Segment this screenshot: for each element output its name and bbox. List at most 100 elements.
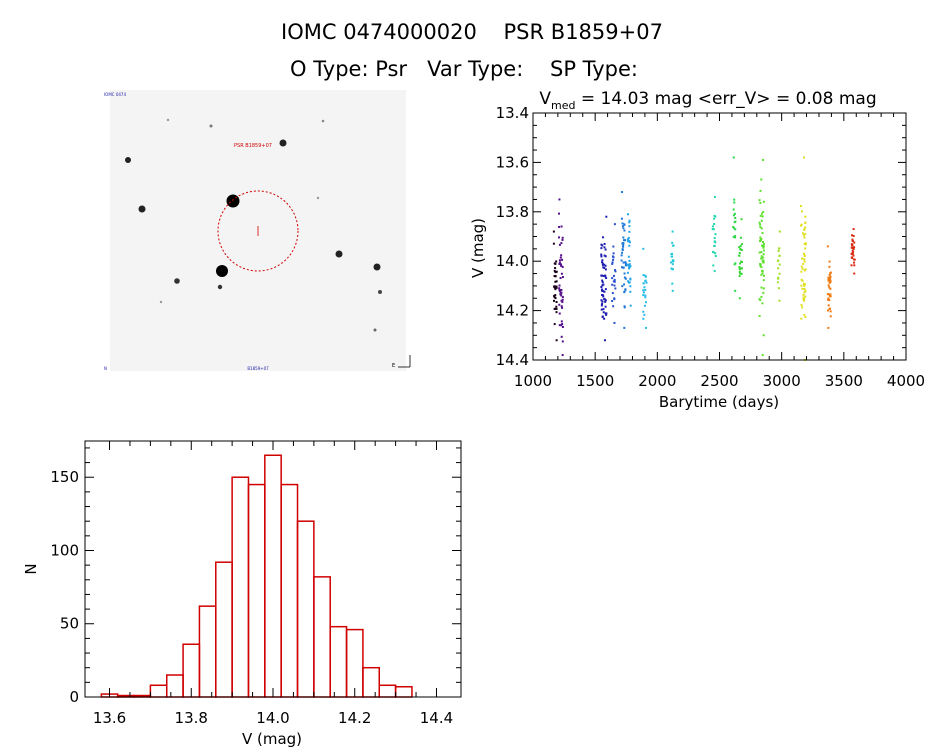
lightcurve-point [711,228,714,231]
lightcurve-point [853,246,856,249]
histogram-chart: 13.6 13.8 14.0 14.2 14.4 0 50 100 150 V (mag) N [22,440,462,748]
histogram-bar [313,576,331,698]
lightcurve-point [558,284,561,287]
lightcurve-point [601,262,604,265]
lightcurve-point [738,252,741,255]
lightcurve-point [803,291,806,294]
lightcurve-point [758,199,761,202]
lightcurve-point [554,294,557,297]
lightcurve-point [613,321,616,324]
lightcurve-point [671,282,674,285]
lightcurve-point [740,218,743,221]
lightcurve-point [611,262,614,265]
lightcurve-point [611,261,614,264]
lightcurve-point [560,225,563,228]
lightcurve-point [559,256,562,259]
lightcurve-point [800,284,803,287]
lightcurve-xtick-label: 3000 [763,372,801,390]
lightcurve-point [801,306,804,309]
lightcurve-point [622,245,625,248]
lightcurve-point [738,270,741,273]
lightcurve-point [738,262,741,265]
lightcurve-point [829,276,832,279]
lightcurve-ytick-label: 14.4 [496,351,529,369]
finder-image: PSR B1859+07 IOMC 0474 N B1859+07 E [104,90,411,371]
star [316,196,320,200]
lightcurve-point [620,217,623,220]
lightcurve-point [713,270,716,273]
lightcurve-point [602,311,605,314]
lightcurve-point [604,312,607,315]
star [335,250,343,258]
lightcurve-point [623,223,626,226]
lightcurve-point [852,251,855,254]
lightcurve-point [760,227,763,230]
lightcurve-point [802,296,805,299]
lightcurve-point [604,288,607,291]
lightcurve-point [558,261,561,264]
star [138,205,146,213]
lightcurve-point [802,228,805,231]
lightcurve-ytick-label: 14.2 [496,302,529,320]
lightcurve-point [558,303,561,306]
lightcurve-point [734,289,737,292]
lightcurve-point [760,286,763,289]
star [378,290,382,294]
lightcurve-point [852,247,855,250]
lightcurve-point [560,305,563,308]
lightcurve-point [712,264,715,267]
lightcurve-point [560,272,563,275]
lightcurve-point [552,299,555,302]
lightcurve-point [827,304,830,307]
lightcurve-point [762,279,765,282]
lightcurve-point [611,277,614,280]
lightcurve-point [626,263,629,266]
histogram-bar [165,674,184,698]
lightcurve-title-rest: = 14.03 mag <err_V> = 0.08 mag [575,89,876,109]
lightcurve-point [645,301,648,304]
lightcurve-point [760,178,763,181]
lightcurve-point [778,230,781,233]
histogram-bar [198,605,217,698]
star [174,278,180,284]
lightcurve-point [628,219,631,222]
lightcurve-point [776,281,779,284]
lightcurve-point [627,236,630,239]
lightcurve-point [850,246,853,249]
lightcurve-point [626,240,629,243]
lightcurve-point [829,279,832,282]
lightcurve-point [559,293,562,296]
lightcurve-point [828,260,831,263]
lightcurve-point [601,284,604,287]
lightcurve-point [624,277,627,280]
lightcurve-point [645,281,648,284]
lightcurve-point [762,261,765,264]
lightcurve-point [827,297,830,300]
lightcurve-point [758,221,761,224]
lightcurve-point [804,233,807,236]
lightcurve-ytick-label: 13.4 [496,104,529,122]
lightcurve-point [741,243,744,246]
lightcurve-point [738,297,741,300]
lightcurve-point [776,259,779,262]
lightcurve-xtick-label: 1500 [576,372,614,390]
lightcurve-point [558,198,561,201]
figure-title: IOMC 0474000020 PSR B1859+07 [281,20,663,44]
lightcurve-point [741,261,744,264]
histogram-bar [149,684,168,698]
lightcurve-point [605,215,608,218]
lightcurve-point [740,248,743,251]
lightcurve-point [555,286,558,289]
lightcurve-point [801,279,804,282]
lightcurve-point [829,293,832,296]
lightcurve-point [642,274,645,277]
lightcurve-axes: 1000 1500 2000 2500 3000 3500 4000 13.4 13.6 13.8… [496,104,926,390]
lightcurve-point [759,223,762,226]
lightcurve-point [621,225,624,228]
lightcurve-point [777,249,780,252]
lightcurve-point [601,300,604,303]
lightcurve-point [853,272,856,275]
lightcurve-point [761,244,764,247]
lightcurve-point [642,294,645,297]
